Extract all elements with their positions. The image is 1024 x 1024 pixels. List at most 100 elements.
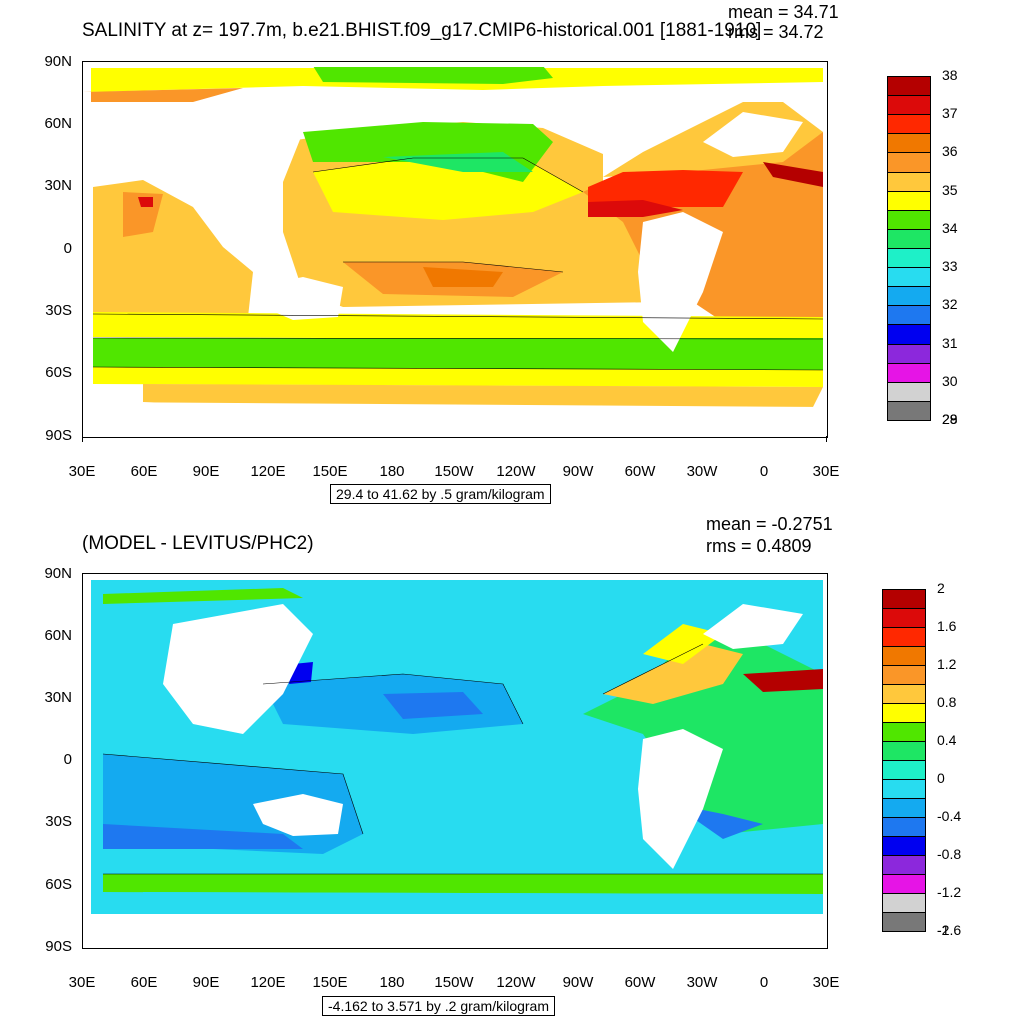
colorbar-swatch xyxy=(882,779,926,799)
colorbar-label: 33 xyxy=(942,258,958,275)
panel1-lon-label: 0 xyxy=(759,463,769,480)
panel1-lon-label: 120E xyxy=(250,463,286,480)
colorbar-swatch xyxy=(887,324,931,345)
panel2-lat-label: 60N xyxy=(44,627,72,644)
panel1-lat-label: 30N xyxy=(44,177,72,194)
colorbar-label: 38 xyxy=(942,67,958,83)
colorbar-label: 37 xyxy=(942,105,958,122)
panel1-lon-label: 90W xyxy=(562,463,594,480)
colorbar-swatch xyxy=(887,114,931,135)
colorbar-swatch xyxy=(887,381,931,402)
colorbar-swatch xyxy=(882,741,926,761)
panel2-lat-label: 90S xyxy=(45,938,72,955)
panel2-lon-label: 0 xyxy=(759,974,769,991)
panel1-lon-label: 60E xyxy=(130,463,158,480)
colorbar-label: -1.6 xyxy=(937,922,962,938)
colorbar-label: 1.6 xyxy=(937,618,957,634)
panel1-lon-label: 60W xyxy=(624,463,656,480)
panel1-lat-label: 0 xyxy=(63,240,72,257)
panel1-map xyxy=(82,61,828,438)
colorbar-label: 1.2 xyxy=(937,656,957,672)
colorbar-swatch xyxy=(882,722,926,742)
panel1-lon-label: 150W xyxy=(434,463,474,480)
colorbar-swatch xyxy=(882,665,926,685)
colorbar-swatch xyxy=(882,627,926,647)
colorbar-label: -1.2 xyxy=(937,884,962,900)
colorbar-label: 31 xyxy=(942,334,958,351)
colorbar-swatch xyxy=(887,95,931,116)
panel2-range-label: -4.162 to 3.571 by .2 gram/kilogram xyxy=(322,996,556,1016)
colorbar-swatch xyxy=(887,133,931,154)
panel2-lon-label: 30E xyxy=(812,974,840,991)
panel1-lon-label: 90E xyxy=(192,463,220,480)
colorbar-label: 29 xyxy=(942,411,958,427)
panel1-mean: mean = 34.71 xyxy=(728,2,839,22)
panel2-lon-label: 150W xyxy=(434,974,474,991)
panel1-rms: rms = 34.72 xyxy=(728,22,824,42)
colorbar-swatch xyxy=(882,912,926,932)
panel1-lon-label: 30W xyxy=(686,463,718,480)
colorbar-swatch xyxy=(882,798,926,818)
panel1-range-label: 29.4 to 41.62 by .5 gram/kilogram xyxy=(330,484,551,504)
panel2-colorbar: 2 1.6 1.2 0.8 0.4 0 -0.4 -0.8 -1.2 -1.6 -2 xyxy=(882,580,992,938)
panel2-map xyxy=(82,573,828,949)
colorbar-swatch xyxy=(882,703,926,723)
panel1-lat-label: 90S xyxy=(45,427,72,444)
panel2-lon-label: 60E xyxy=(130,974,158,991)
colorbar-swatch xyxy=(882,836,926,856)
colorbar-swatch xyxy=(882,684,926,704)
panel1-lon-label: 120W xyxy=(496,463,536,480)
panel2-rms: rms = 0.4809 xyxy=(706,536,812,556)
panel2-mean: mean = -0.2751 xyxy=(706,514,833,534)
colorbar-label: 28 xyxy=(942,411,958,427)
colorbar-label: -0.8 xyxy=(937,846,962,862)
colorbar-swatch xyxy=(882,874,926,894)
panel1-lon-label: 150E xyxy=(312,463,348,480)
panel2-lon-label: 120W xyxy=(496,974,536,991)
panel1-lon-label: 180 xyxy=(379,463,405,480)
panel2-lat-label: 90N xyxy=(44,565,72,582)
panel2-lat-label: 0 xyxy=(63,751,72,768)
colorbar-swatch xyxy=(882,608,926,628)
panel2-lon-label: 180 xyxy=(379,974,405,991)
colorbar-label: 35 xyxy=(942,181,958,198)
colorbar-swatch xyxy=(882,817,926,837)
panel2-lat-label: 30S xyxy=(45,813,72,830)
panel1-colorbar: 38 37 36 35 34 33 32 31 30 29 28 xyxy=(887,67,997,427)
colorbar-swatch xyxy=(887,400,931,421)
colorbar-swatch xyxy=(887,171,931,192)
panel2-lon-label: 150E xyxy=(312,974,348,991)
colorbar-swatch xyxy=(887,76,931,97)
colorbar-label: 30 xyxy=(942,372,958,389)
panel2-lat-label: 30N xyxy=(44,689,72,706)
colorbar-swatch xyxy=(882,855,926,875)
panel2-lon-label: 90W xyxy=(562,974,594,991)
colorbar-label: 2 xyxy=(937,580,945,596)
colorbar-swatch xyxy=(887,248,931,269)
colorbar-label: 0.4 xyxy=(937,732,957,748)
panel2-lon-label: 30E xyxy=(68,974,96,991)
panel2-lon-label: 120E xyxy=(250,974,286,991)
colorbar-label: 36 xyxy=(942,143,958,160)
colorbar-label: 34 xyxy=(942,219,958,236)
panel2-title: (MODEL - LEVITUS/PHC2) xyxy=(82,533,314,554)
colorbar-swatch xyxy=(887,286,931,307)
colorbar-swatch xyxy=(887,362,931,383)
panel1-lon-label: 30E xyxy=(68,463,96,480)
colorbar-swatch xyxy=(887,209,931,230)
panel1-lat-label: 90N xyxy=(44,53,72,70)
panel2-lat-label: 60S xyxy=(45,876,72,893)
colorbar-label: -2 xyxy=(937,922,950,938)
panel1-lat-label: 60S xyxy=(45,364,72,381)
panel2-lon-label: 90E xyxy=(192,974,220,991)
panel1-title: SALINITY at z= 197.7m, b.e21.BHIST.f09_g… xyxy=(82,20,762,41)
panel2-lon-label: 60W xyxy=(624,974,656,991)
colorbar-swatch xyxy=(887,305,931,326)
panel1-lon-label: 30E xyxy=(812,463,840,480)
colorbar-swatch xyxy=(887,152,931,173)
panel2-lon-label: 30W xyxy=(686,974,718,991)
colorbar-swatch xyxy=(887,267,931,288)
colorbar-label: -0.4 xyxy=(937,808,962,824)
colorbar-swatch xyxy=(882,760,926,780)
colorbar-swatch xyxy=(882,589,926,609)
